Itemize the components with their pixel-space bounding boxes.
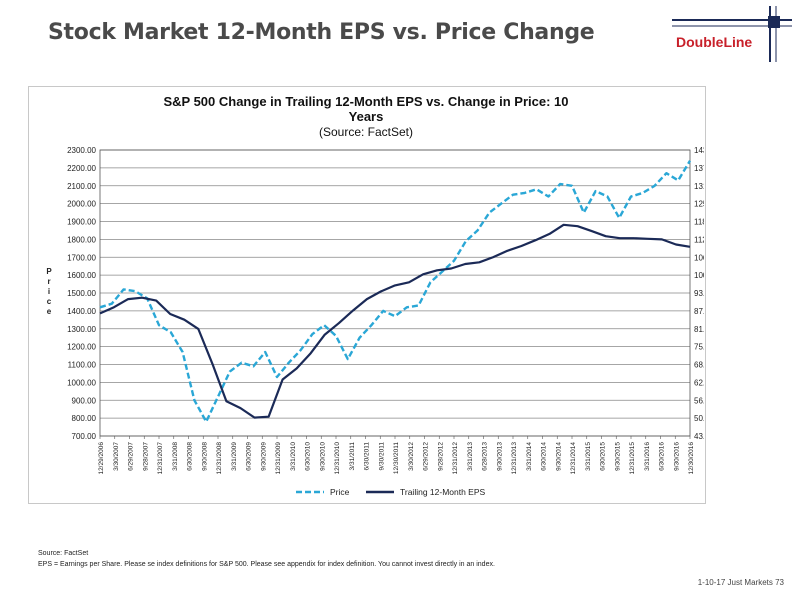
y2-tick-label: 100.00 [694,271,704,280]
y2-tick-label: 106.25 [694,253,704,262]
x-tick-label: 12/31/2009 [275,442,282,475]
page-reference: 1-10-17 Just Markets 73 [697,578,784,587]
y-axis-label-letter: r [47,277,50,286]
x-tick-label: 6/30/2009 [246,442,253,471]
y2-tick-label: 81.25 [694,325,704,334]
x-tick-label: 6/28/2013 [482,442,489,471]
doubleline-logo-lines [672,6,792,62]
slide-title: Stock Market 12-Month EPS vs. Price Chan… [48,20,595,45]
x-tick-label: 9/30/2013 [496,442,503,471]
y2-tick-label: 93.75 [694,289,704,298]
y-axis-label-letter: e [47,307,52,316]
x-tick-label: 6/30/2015 [600,442,607,471]
y-axis-label-letter: i [48,287,50,296]
x-tick-label: 9/30/2008 [201,442,208,471]
y2-tick-label: 137.50 [694,164,704,173]
doubleline-logo: DoubleLine [676,34,753,50]
y2-tick-label: 56.25 [694,396,704,405]
y2-tick-label: 68.75 [694,361,704,370]
y2-tick-label: 125.00 [694,200,704,209]
x-tick-label: 12/31/2008 [216,442,223,475]
x-tick-label: 12/30/2011 [393,442,400,474]
y-tick-label: 2300.00 [67,146,96,155]
price-series-line [99,160,692,423]
y-tick-label: 1700.00 [67,253,96,262]
legend-price-label: Price [330,487,350,497]
x-tick-label: 9/30/2016 [673,442,680,471]
y-tick-label: 800.00 [72,414,97,423]
x-tick-label: 12/30/2016 [688,442,695,475]
x-tick-label: 9/30/2015 [614,442,621,471]
x-tick-label: 6/30/2016 [659,442,666,471]
eps-series-line [99,223,691,419]
y-tick-label: 1300.00 [67,325,96,334]
x-tick-label: 9/30/2009 [260,442,267,471]
legend-eps-label: Trailing 12-Month EPS [400,487,486,497]
x-tick-label: 3/31/2016 [644,442,651,471]
y2-tick-label: 43.75 [694,432,704,441]
x-tick-label: 3/30/2012 [408,442,415,471]
x-tick-label: 9/30/2014 [555,442,562,471]
x-tick-label: 12/31/2012 [452,442,459,475]
x-tick-label: 6/29/2007 [128,442,135,471]
x-tick-label: 3/31/2013 [467,442,474,471]
x-tick-label: 6/30/2011 [364,442,371,471]
y-tick-label: 2200.00 [67,164,96,173]
x-tick-label: 12/31/2010 [334,442,341,475]
x-tick-label: 9/28/2012 [437,442,444,471]
x-tick-label: 12/31/2007 [157,442,164,475]
x-tick-label: 9/30/2010 [319,442,326,471]
y-tick-label: 1000.00 [67,378,96,387]
y2-tick-label: 118.75 [694,218,704,227]
footnote-eps: EPS = Earnings per Share. Please se inde… [38,561,495,568]
y-tick-label: 2000.00 [67,200,96,209]
y-tick-label: 1600.00 [67,271,96,280]
y-axis-label-letter: P [46,267,52,276]
y2-tick-label: 50.00 [694,414,704,423]
y-tick-label: 900.00 [72,396,97,405]
y2-tick-label: 112.50 [694,235,704,244]
x-tick-label: 12/29/2006 [98,442,105,475]
y2-tick-label: 143.75 [694,146,704,155]
x-tick-label: 6/29/2012 [423,442,430,471]
x-tick-label: 6/30/2010 [305,442,312,471]
chart-title: S&P 500 Change in Trailing 12-Month EPS … [163,94,568,124]
eps-price-chart: S&P 500 Change in Trailing 12-Month EPS … [46,94,704,497]
x-tick-label: 3/31/2008 [172,442,179,471]
y2-tick-label: 131.25 [694,182,704,191]
y-tick-label: 1800.00 [67,235,96,244]
y2-tick-label: 87.50 [694,307,704,316]
x-tick-label: 6/30/2008 [187,442,194,471]
y-tick-label: 1900.00 [67,218,96,227]
x-tick-label: 12/31/2014 [570,442,577,475]
chart-subtitle: (Source: FactSet) [319,125,413,139]
y-tick-label: 1500.00 [67,289,96,298]
y-tick-label: 1100.00 [68,361,97,370]
x-tick-label: 3/31/2014 [526,442,533,471]
x-tick-label: 3/31/2009 [231,442,238,471]
y2-tick-label: 75.00 [694,343,704,352]
y-tick-label: 2100.00 [67,182,96,191]
x-tick-label: 3/30/2007 [113,442,120,471]
x-tick-label: 9/28/2007 [142,442,149,471]
x-tick-label: 6/30/2014 [541,442,548,471]
footnote-source: Source: FactSet [38,550,89,557]
x-tick-label: 3/31/2011 [349,442,356,471]
y-tick-label: 1400.00 [67,307,96,316]
x-tick-label: 12/31/2015 [629,442,636,475]
x-tick-label: 3/31/2010 [290,442,297,471]
y-axis-label-letter: c [47,297,52,306]
x-tick-label: 3/31/2015 [585,442,592,471]
y2-tick-label: 62.50 [694,378,704,387]
y-tick-label: 700.00 [72,432,97,441]
y-tick-label: 1200.00 [67,343,96,352]
x-tick-label: 9/30/2011 [378,442,385,471]
x-tick-label: 12/31/2013 [511,442,518,475]
